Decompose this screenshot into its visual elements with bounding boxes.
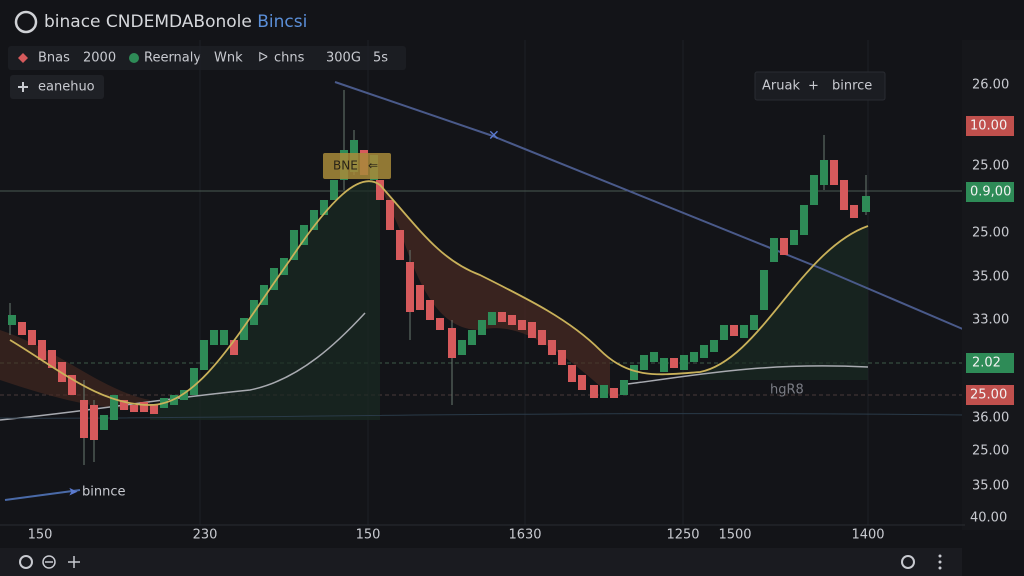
title: binace CNDEMDABonole Bincsi (44, 12, 307, 32)
icon: + (808, 79, 819, 94)
price-tag (966, 385, 1014, 405)
time-label: 1630 (508, 528, 541, 543)
price-label: 33.00 (972, 313, 1009, 328)
settings-button[interactable] (19, 555, 33, 569)
icon: ✕ (488, 128, 500, 144)
title-highlight: Bincsi (257, 12, 307, 32)
zoom-out-button[interactable] (42, 555, 56, 569)
icon (18, 82, 28, 92)
toolbar-item[interactable]: Bnas (38, 51, 70, 66)
toolbar (8, 46, 406, 70)
time-label: 150 (28, 528, 53, 543)
price-label: 2.02 (972, 356, 1001, 371)
time-label: 150 (356, 528, 381, 543)
series-label: hgR8 (770, 383, 804, 398)
price-label: 10.00 (970, 119, 1007, 134)
cloud (0, 330, 150, 410)
moving-average (0, 312, 366, 421)
legend-label: binrce (832, 79, 872, 94)
bottom-toolbar (0, 548, 962, 576)
toolbar-item[interactable]: 2000 (83, 51, 116, 66)
price-label: 35.00 (972, 479, 1009, 494)
icon: ➤ (68, 485, 78, 499)
price-label: 25.00 (972, 159, 1009, 174)
price-label: 35.00 (972, 270, 1009, 285)
moving-average (9, 180, 869, 406)
price-label: 36.00 (972, 411, 1009, 426)
price-label: 0.9,00 (970, 185, 1011, 200)
price-label: 40.00 (970, 511, 1007, 526)
trend-line (4, 489, 81, 501)
icon (18, 53, 28, 63)
time-label: 1250 (666, 528, 699, 543)
price-label: 25.00 (972, 444, 1009, 459)
legend-label: Aruak (762, 79, 800, 94)
marker-box (323, 153, 391, 179)
moving-average (619, 365, 869, 386)
toolbar-item[interactable]: 300G (326, 51, 361, 66)
marker-label: BNE (333, 159, 358, 173)
logo (14, 10, 38, 34)
toolbar-item[interactable]: 5s (373, 51, 388, 66)
icon: ⇐ (368, 159, 378, 173)
price-label: 26.00 (972, 78, 1009, 93)
icon: ᐅ (258, 51, 268, 66)
price-label: 25.00 (970, 388, 1007, 403)
toolbar-item[interactable]: Reernaly (144, 51, 201, 66)
indicator-button-label: eanehuo (38, 80, 95, 95)
time-label: 1400 (851, 528, 884, 543)
more-button[interactable] (938, 554, 942, 570)
price-tag (966, 182, 1014, 202)
time-label: 230 (193, 528, 218, 543)
trend-line (334, 81, 966, 331)
price-tag (966, 116, 1014, 136)
zoom-in-button[interactable] (68, 556, 80, 568)
legend-box (754, 71, 886, 101)
price-tag (966, 353, 1014, 373)
toolbar-item[interactable]: chns (274, 51, 305, 66)
icon (129, 53, 139, 63)
line-label: binnce (82, 485, 126, 500)
time-label: 1500 (718, 528, 751, 543)
cloud (700, 226, 868, 380)
price-label: 25.00 (972, 226, 1009, 241)
toolbar-item[interactable]: Wnk (214, 51, 243, 66)
settings-button[interactable] (901, 555, 915, 569)
indicator-button[interactable] (10, 75, 104, 99)
title-text: binace CNDEMDABonole (44, 12, 252, 32)
